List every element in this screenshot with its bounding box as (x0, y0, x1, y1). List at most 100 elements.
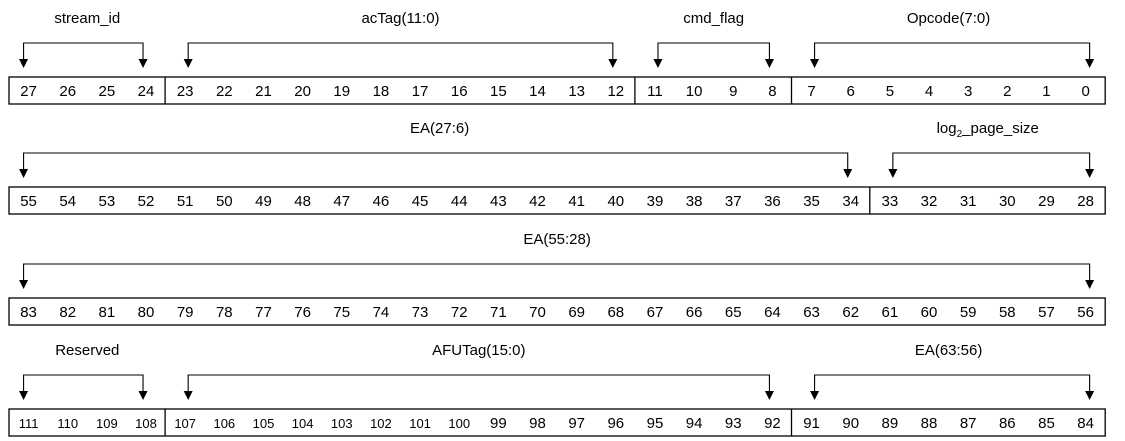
arrow-head (1085, 59, 1095, 68)
register-box (8, 76, 1106, 105)
bit-number: 26 (59, 83, 76, 100)
arrow-head (1085, 280, 1095, 289)
arrow-head (1085, 169, 1095, 178)
field-2: cmd_flag (653, 10, 774, 68)
field-bracket (814, 42, 1091, 61)
bit-number: 91 (803, 415, 820, 432)
bit-number: 2 (1003, 83, 1011, 100)
bit-number: 11 (647, 83, 663, 100)
bit-number: 56 (1077, 304, 1094, 321)
field-bracket (814, 374, 1091, 393)
bit-row-1: 55 54 53 52 51 50 49 48 47 46 45 44 43 42 41 40 39 38 37 36… (8, 120, 1106, 215)
bit-number: 45 (412, 193, 429, 210)
bit-number: 85 (1038, 415, 1055, 432)
bit-number: 97 (568, 415, 585, 432)
field-2: EA(63:56) (810, 342, 1095, 400)
register-box (8, 297, 1106, 326)
bit-number: 6 (847, 83, 855, 100)
bit-number: 72 (451, 304, 468, 321)
field-bracket (23, 374, 144, 393)
bit-number: 28 (1077, 193, 1094, 210)
bit-number: 62 (842, 304, 859, 321)
arrow-head (764, 59, 774, 68)
bit-number: 4 (925, 83, 933, 100)
field-bracket (187, 42, 614, 61)
bit-number: 71 (490, 304, 507, 321)
register-box (8, 408, 1106, 437)
bit-number: 34 (842, 193, 859, 210)
field-label: Opcode(7:0) (907, 10, 990, 27)
bit-number: 19 (333, 83, 350, 100)
bit-number: 83 (20, 304, 37, 321)
bit-number: 14 (529, 83, 546, 100)
bit-number: 51 (177, 193, 194, 210)
bit-number: 90 (842, 415, 859, 432)
arrow-head (19, 391, 29, 400)
bit-number: 94 (686, 415, 703, 432)
bit-number: 35 (803, 193, 820, 210)
bit-number: 15 (490, 83, 507, 100)
bit-number: 18 (373, 83, 390, 100)
arrow-head (183, 391, 193, 400)
bit-number: 40 (607, 193, 624, 210)
arrow-head (810, 59, 820, 68)
bit-number: 92 (764, 415, 781, 432)
bit-number: 65 (725, 304, 742, 321)
bit-row-0: 27 26 25 24 23 22 21 20 19 18 17 16 15 14 13 12 11 10 9 8 7 6… (8, 10, 1106, 105)
arrow-head (843, 169, 853, 178)
bit-number: 57 (1038, 304, 1055, 321)
arrow-head (1085, 391, 1095, 400)
arrow-head (183, 59, 193, 68)
bit-number: 30 (999, 193, 1016, 210)
bit-number: 43 (490, 193, 507, 210)
bit-number: 23 (177, 83, 194, 100)
bit-number: 96 (607, 415, 624, 432)
bit-number: 5 (886, 83, 894, 100)
bit-number: 110 (57, 416, 78, 431)
bit-field-rows: 27 26 25 24 23 22 21 20 19 18 17 16 15 14 13 12 11 10 9 8 7 6… (8, 10, 1106, 437)
bit-number: 103 (331, 416, 353, 431)
bit-number: 78 (216, 304, 233, 321)
field-bracket (892, 152, 1091, 171)
bit-number: 68 (607, 304, 624, 321)
bit-number: 17 (412, 83, 429, 100)
field-label: stream_id (54, 10, 120, 27)
bit-number: 46 (373, 193, 390, 210)
bit-number: 102 (370, 416, 392, 431)
register-box (8, 186, 1106, 215)
bit-number: 106 (213, 416, 235, 431)
bit-number: 101 (409, 416, 431, 431)
field-label: log2_page_size (937, 120, 1039, 140)
bit-number: 55 (20, 193, 37, 210)
bit-number: 49 (255, 193, 272, 210)
bit-number: 70 (529, 304, 546, 321)
bit-number: 20 (294, 83, 311, 100)
field-label: EA(55:28) (523, 231, 591, 248)
arrow-head (764, 391, 774, 400)
bit-number: 37 (725, 193, 742, 210)
bit-number: 47 (333, 193, 350, 210)
bit-number: 88 (921, 415, 938, 432)
bit-number: 29 (1038, 193, 1055, 210)
bit-number: 32 (921, 193, 938, 210)
bit-number: 10 (686, 83, 703, 100)
bit-row-3: 111 110 109 108 107 106 105 104 103 102 101 100 99 98… (8, 342, 1106, 437)
bit-number: 3 (964, 83, 972, 100)
bit-number: 104 (292, 416, 314, 431)
field-label: EA(63:56) (915, 342, 983, 359)
bit-number: 84 (1077, 415, 1094, 432)
arrow-head (19, 169, 29, 178)
bit-number: 52 (138, 193, 155, 210)
bit-number: 100 (448, 416, 470, 431)
field-1: log2_page_size (888, 120, 1095, 178)
bit-number: 36 (764, 193, 781, 210)
arrow-head (608, 59, 618, 68)
bit-number: 64 (764, 304, 781, 321)
bit-number: 111 (19, 416, 39, 431)
bit-number: 67 (647, 304, 664, 321)
field-label: AFUTag(15:0) (432, 342, 525, 359)
bit-number: 58 (999, 304, 1016, 321)
field-0: Reserved (19, 342, 148, 400)
bit-number: 21 (255, 83, 272, 100)
